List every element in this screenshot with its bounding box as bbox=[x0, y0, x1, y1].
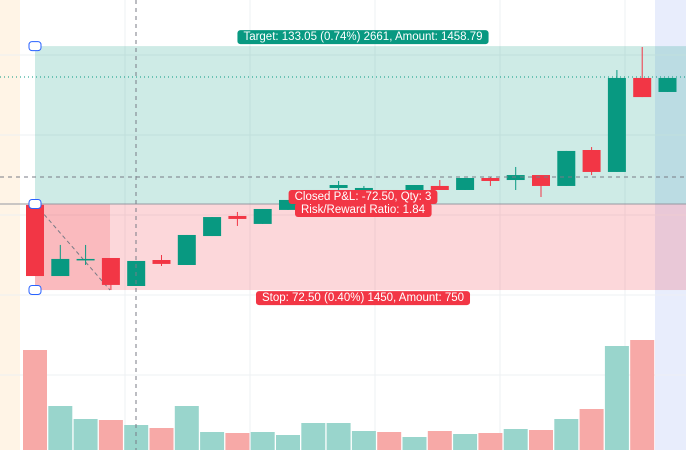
volume-bar bbox=[554, 419, 579, 450]
stop-label-box bbox=[255, 291, 471, 306]
volume-bar bbox=[579, 409, 604, 450]
volume-bar bbox=[604, 346, 629, 450]
volume-bar bbox=[503, 429, 528, 450]
stop-label: Stop: 72.50 (0.40%) 1450, Amount: 750 bbox=[262, 292, 464, 304]
volume-bar bbox=[124, 425, 149, 450]
session-shade bbox=[0, 0, 20, 450]
candle-body bbox=[152, 260, 171, 264]
candle-body bbox=[557, 150, 576, 186]
volume-bar bbox=[427, 431, 452, 450]
volume-bar bbox=[23, 350, 47, 450]
ratio-label: Risk/Reward Ratio: 1.84 bbox=[301, 204, 426, 216]
candle-body bbox=[279, 199, 297, 210]
target-label: Target: 133.05 (0.74%) 2661, Amount: 145… bbox=[243, 31, 482, 43]
candle-body bbox=[253, 208, 272, 224]
candle-body bbox=[481, 178, 500, 181]
candle-body bbox=[203, 217, 222, 237]
trade-line bbox=[34, 203, 111, 291]
candle-body bbox=[506, 175, 525, 181]
volume-bar bbox=[326, 423, 351, 450]
volume-bar bbox=[149, 428, 174, 450]
handle[interactable] bbox=[28, 198, 42, 209]
volume-bar bbox=[73, 419, 98, 450]
candle-body bbox=[430, 185, 449, 190]
candle-body bbox=[26, 204, 44, 277]
target-label-box bbox=[237, 30, 489, 45]
ratio-label-box bbox=[295, 203, 432, 218]
candle-body bbox=[582, 150, 601, 172]
pnl-label: Closed P&L: -72.50, Qty: 3 bbox=[295, 191, 432, 203]
volume-bar bbox=[98, 420, 123, 450]
volume-bar bbox=[200, 432, 225, 450]
candle-body bbox=[228, 215, 247, 219]
volume-bar bbox=[225, 433, 250, 450]
volume-bar bbox=[351, 431, 376, 450]
candle-body bbox=[101, 257, 120, 285]
candle-body bbox=[405, 185, 424, 190]
candle-body bbox=[607, 77, 626, 172]
volume-bar bbox=[529, 430, 553, 450]
handle[interactable] bbox=[28, 41, 42, 52]
target-zone bbox=[35, 46, 686, 204]
candle-body bbox=[354, 187, 373, 190]
candle-body bbox=[658, 77, 677, 92]
volume-bar bbox=[478, 433, 503, 450]
volume-bar bbox=[48, 406, 73, 450]
volume-bar bbox=[276, 435, 300, 450]
volume-bar bbox=[174, 406, 199, 450]
candle-body bbox=[633, 77, 652, 98]
volume-bar bbox=[630, 340, 655, 450]
candle-body bbox=[51, 258, 70, 277]
candle-body bbox=[532, 175, 550, 186]
volume-bar bbox=[301, 423, 326, 450]
volume-bar bbox=[250, 432, 275, 450]
handle[interactable] bbox=[28, 285, 42, 296]
candle-body bbox=[76, 258, 95, 261]
candle-body bbox=[456, 178, 475, 190]
candle-body bbox=[329, 185, 348, 188]
volume-bar bbox=[377, 432, 402, 450]
volume-bar bbox=[453, 434, 478, 450]
candle-body bbox=[177, 234, 196, 265]
volume-bar bbox=[402, 437, 427, 450]
pnl-label-box bbox=[288, 190, 438, 205]
